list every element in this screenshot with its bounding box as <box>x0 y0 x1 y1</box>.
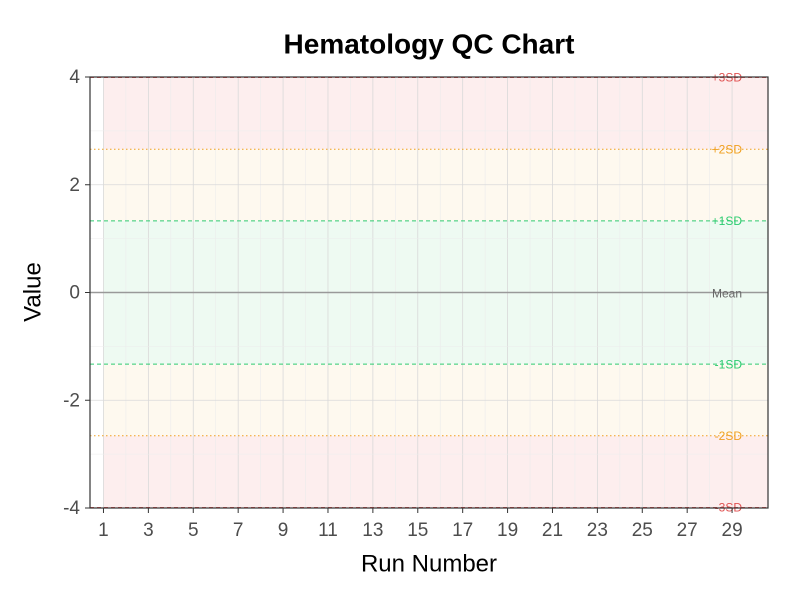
x-tick-label: 13 <box>362 520 383 541</box>
zone-band <box>103 292 768 365</box>
x-tick-label: 21 <box>542 520 563 541</box>
x-axis-label: Run Number <box>361 550 497 577</box>
y-tick-label: 4 <box>69 67 80 88</box>
zone-band <box>103 435 768 508</box>
reference-label: +1SD <box>712 214 743 228</box>
reference-label: Mean <box>712 287 742 301</box>
x-tick-label: 5 <box>188 520 199 541</box>
x-tick-label: 25 <box>632 520 653 541</box>
y-tick-label: 0 <box>69 283 80 304</box>
y-tick-label: -2 <box>63 390 80 411</box>
y-tick-label: 2 <box>69 175 80 196</box>
reference-label: +3SD <box>712 71 743 85</box>
y-axis-label: Value <box>19 262 46 322</box>
x-tick-label: 19 <box>497 520 518 541</box>
x-tick-label: 27 <box>677 520 698 541</box>
x-tick-label: 23 <box>587 520 608 541</box>
x-tick-label: 17 <box>452 520 473 541</box>
reference-label: -1SD <box>715 357 743 371</box>
x-tick-label: 11 <box>318 520 338 541</box>
x-tick-label: 1 <box>98 520 109 541</box>
chart-title: Hematology QC Chart <box>284 28 575 59</box>
reference-label: +2SD <box>712 142 743 156</box>
y-tick-label: -4 <box>63 498 80 519</box>
zone-band <box>103 77 768 150</box>
x-tick-label: 7 <box>233 520 244 541</box>
x-tick-label: 3 <box>143 520 154 541</box>
reference-label: -2SD <box>715 429 743 443</box>
x-tick-label: 15 <box>407 520 428 541</box>
x-tick-label: 9 <box>278 520 289 541</box>
x-tick-label: 29 <box>722 520 743 541</box>
zone-band <box>103 220 768 293</box>
